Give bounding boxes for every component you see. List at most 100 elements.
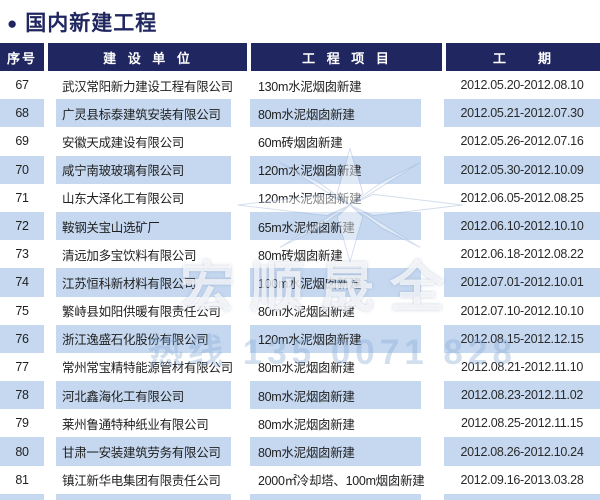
project-name: 2000㎡冷却塔、100m烟囱新建 — [258, 474, 425, 489]
project-period: 2012.07.01-2012.10.01 — [460, 275, 584, 290]
company-name: 清远加多宝饮料有限公司 — [62, 248, 197, 263]
cell-no: 76 — [0, 324, 44, 353]
row-number: 75 — [15, 303, 29, 318]
company-name: 山东大泽化工有限公司 — [62, 192, 185, 207]
cell-period: 2012.08.26-2012.10.24 — [444, 437, 600, 466]
cell-company: 清远加多宝饮料有限公司 — [56, 240, 231, 268]
cell-no: 78 — [0, 381, 44, 410]
company-name: 甘肃一安装建筑劳务有限公司 — [62, 446, 221, 461]
row-number: 72 — [15, 219, 29, 234]
cell-no: 71 — [0, 184, 44, 212]
table-body: 67 武汉常阳新力建设工程有限公司 130m水泥烟囱新建 2012.05.20-… — [0, 71, 600, 500]
cell-period: 2012.07.10-2012.10.10 — [444, 297, 600, 325]
page-title-text: 国内新建工程 — [25, 12, 158, 35]
cell-company: 山东大泽化工有限公司 — [56, 184, 231, 212]
table-row: 77 常州常宝精特能源管材有限公司 80m水泥烟囱新建 2012.08.21-2… — [0, 353, 600, 381]
cell-period: 2012.06.05-2012.08.25 — [444, 184, 600, 212]
cell-project: 80m水泥烟囱新建 — [250, 353, 421, 381]
table-row: 73 清远加多宝饮料有限公司 80m砖烟囱新建 2012.06.18-2012.… — [0, 240, 600, 268]
table-row: 80 甘肃一安装建筑劳务有限公司 80m水泥烟囱新建 2012.08.26-20… — [0, 437, 600, 466]
cell-project: 80m水泥烟囱新建 — [250, 437, 421, 466]
row-number: 76 — [15, 331, 29, 346]
project-period: 2012.08.23-2012.11.02 — [460, 388, 584, 403]
row-number: 67 — [15, 78, 29, 93]
table-row: 76 浙江逸盛石化股份有限公司 120m水泥烟囱新建 2012.08.15-20… — [0, 324, 600, 353]
company-name: 河北鑫海化工有限公司 — [62, 389, 185, 404]
cell-project: 120m水泥烟囱新建 — [250, 324, 421, 353]
cell-period: 2012.05.30-2012.10.09 — [444, 155, 600, 184]
cell-project: 120m水泥烟囱新建 — [250, 184, 421, 212]
row-number: 71 — [15, 190, 29, 205]
project-period: 2012.05.20-2012.08.10 — [460, 78, 584, 93]
project-name: 80m水泥烟囱新建 — [258, 446, 355, 461]
project-name: 65m水泥烟囱新建 — [258, 220, 355, 235]
table-row: 74 江苏恒科新材料有限公司 100m水泥烟囱新建 2012.07.01-201… — [0, 268, 600, 297]
cell-no — [0, 493, 44, 500]
project-period: 2012.07.10-2012.10.10 — [460, 303, 584, 318]
row-number: 80 — [15, 444, 29, 459]
company-name: 莱州鲁通特种纸业有限公司 — [62, 417, 209, 432]
cell-no: 68 — [0, 99, 44, 128]
cell-company: 安徽天成建设有限公司 — [56, 127, 231, 155]
table-row: 81 镇江新华电集团有限责任公司 2000㎡冷却塔、100m烟囱新建 2012.… — [0, 466, 600, 494]
cell-company: 繁峙县如阳供暖有限责任公司 — [56, 297, 231, 325]
company-name: 武汉常阳新力建设工程有限公司 — [62, 79, 233, 94]
company-name: 常州常宝精特能源管材有限公司 — [62, 361, 233, 376]
cell-no: 75 — [0, 297, 44, 325]
cell-project: 65m水泥烟囱新建 — [250, 211, 421, 241]
company-name: 咸宁南玻玻璃有限公司 — [62, 164, 185, 179]
project-name: 60m砖烟囱新建 — [258, 135, 343, 150]
cell-project: 100m水泥烟囱新建 — [250, 268, 421, 297]
project-name: 120m水泥烟囱新建 — [258, 192, 362, 207]
company-name: 鞍钢关宝山选矿厂 — [62, 220, 160, 235]
cell-period: 2012.08.21-2012.11.10 — [444, 353, 600, 381]
row-number: 81 — [15, 472, 29, 487]
cell-period: 2012.09.16-2013.03.28 — [444, 466, 600, 494]
cell-company: 咸宁南玻玻璃有限公司 — [56, 155, 231, 184]
cell-period: 2012.06.18-2012.08.22 — [444, 240, 600, 268]
cell-company: 浙江逸盛石化股份有限公司 — [56, 324, 231, 353]
project-period: 2012.08.15-2012.12.15 — [460, 331, 584, 346]
table-row — [0, 493, 600, 500]
company-name: 广灵县标泰建筑安装有限公司 — [62, 107, 221, 122]
cell-no: 80 — [0, 437, 44, 466]
cell-project: 60m砖烟囱新建 — [250, 127, 421, 155]
table-row: 70 咸宁南玻玻璃有限公司 120m水泥烟囱新建 2012.05.30-2012… — [0, 155, 600, 184]
cell-no: 69 — [0, 127, 44, 155]
cell-company: 甘肃一安装建筑劳务有限公司 — [56, 437, 231, 466]
project-name: 130m水泥烟囱新建 — [258, 79, 362, 94]
project-name: 80m水泥烟囱新建 — [258, 361, 355, 376]
row-number: 69 — [15, 134, 29, 149]
table-row: 78 河北鑫海化工有限公司 80m水泥烟囱新建 2012.08.23-2012.… — [0, 381, 600, 410]
row-number: 77 — [15, 359, 29, 374]
project-name: 80m水泥烟囱新建 — [258, 107, 355, 122]
project-period: 2012.05.26-2012.07.16 — [460, 134, 584, 149]
cell-no: 70 — [0, 155, 44, 184]
table-row: 71 山东大泽化工有限公司 120m水泥烟囱新建 2012.06.05-2012… — [0, 184, 600, 212]
project-period: 2012.09.16-2013.03.28 — [460, 472, 584, 487]
company-name: 浙江逸盛石化股份有限公司 — [62, 333, 209, 348]
header-project: 工 程 项 目 — [247, 43, 442, 71]
project-period: 2012.08.25-2012.11.15 — [460, 416, 584, 431]
project-name: 100m水泥烟囱新建 — [258, 276, 362, 291]
table-row: 79 莱州鲁通特种纸业有限公司 80m水泥烟囱新建 2012.08.25-201… — [0, 409, 600, 437]
cell-project: 80m水泥烟囱新建 — [250, 297, 421, 325]
cell-company: 镇江新华电集团有限责任公司 — [56, 466, 231, 494]
cell-no: 73 — [0, 240, 44, 268]
project-name: 80m砖烟囱新建 — [258, 248, 343, 263]
cell-company: 鞍钢关宝山选矿厂 — [56, 211, 231, 241]
project-name: 120m水泥烟囱新建 — [258, 333, 362, 348]
row-number: 78 — [15, 388, 29, 403]
project-name: 80m水泥烟囱新建 — [258, 305, 355, 320]
header-period: 工 期 — [442, 43, 600, 71]
table-row: 68 广灵县标泰建筑安装有限公司 80m水泥烟囱新建 2012.05.21-20… — [0, 99, 600, 128]
row-number: 70 — [15, 162, 29, 177]
cell-period: 2012.05.26-2012.07.16 — [444, 127, 600, 155]
company-name: 安徽天成建设有限公司 — [62, 135, 185, 150]
row-number: 68 — [15, 106, 29, 121]
cell-company: 江苏恒科新材料有限公司 — [56, 268, 231, 297]
cell-company: 莱州鲁通特种纸业有限公司 — [56, 409, 231, 437]
bullet-icon: ● — [7, 13, 18, 33]
header-company: 建 设 单 位 — [44, 43, 247, 71]
